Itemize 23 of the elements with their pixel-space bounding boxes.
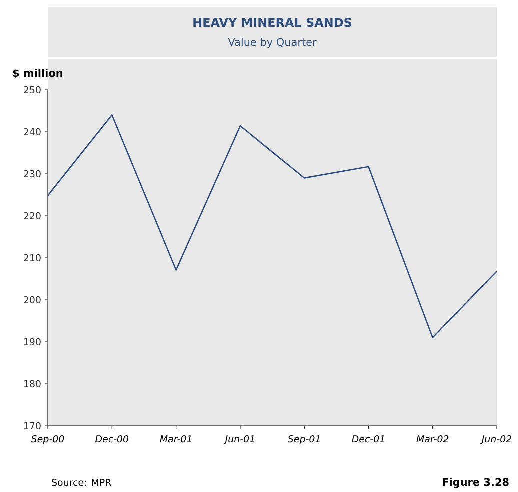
chart-subtitle: Value by Quarter [228,38,317,48]
line-series [48,114,498,338]
x-tick-label: Sep-01 [288,436,320,445]
y-tick-label: 170 [24,422,41,430]
x-tick-label: Dec-00 [96,436,129,443]
x-tick-label: Mar-02 [416,436,449,443]
y-tick-label: 180 [24,380,41,388]
y-tick-label: 220 [24,212,41,220]
y-tick-label: 230 [24,170,41,178]
source-note: Source: MPR [52,478,112,486]
y-tick-label: 250 [24,86,41,94]
y-tick-label: 210 [24,254,41,262]
y-tick-label: 190 [24,338,41,346]
x-tick-label: Jun-01 [224,436,254,444]
x-tick-label: Mar-01 [160,436,192,443]
x-tick-label: Jun-02 [480,436,512,444]
caption: Figure 3.28 [443,478,509,488]
y-axis-title: $ million [13,69,63,79]
y-tick-label: 240 [24,128,41,136]
y-tick-label: 200 [24,296,41,304]
x-tick-label: Dec-01 [352,436,384,443]
x-tick-label: Sep-00 [31,436,64,445]
chart-title: HEAVY MINERAL SANDS [194,18,352,28]
